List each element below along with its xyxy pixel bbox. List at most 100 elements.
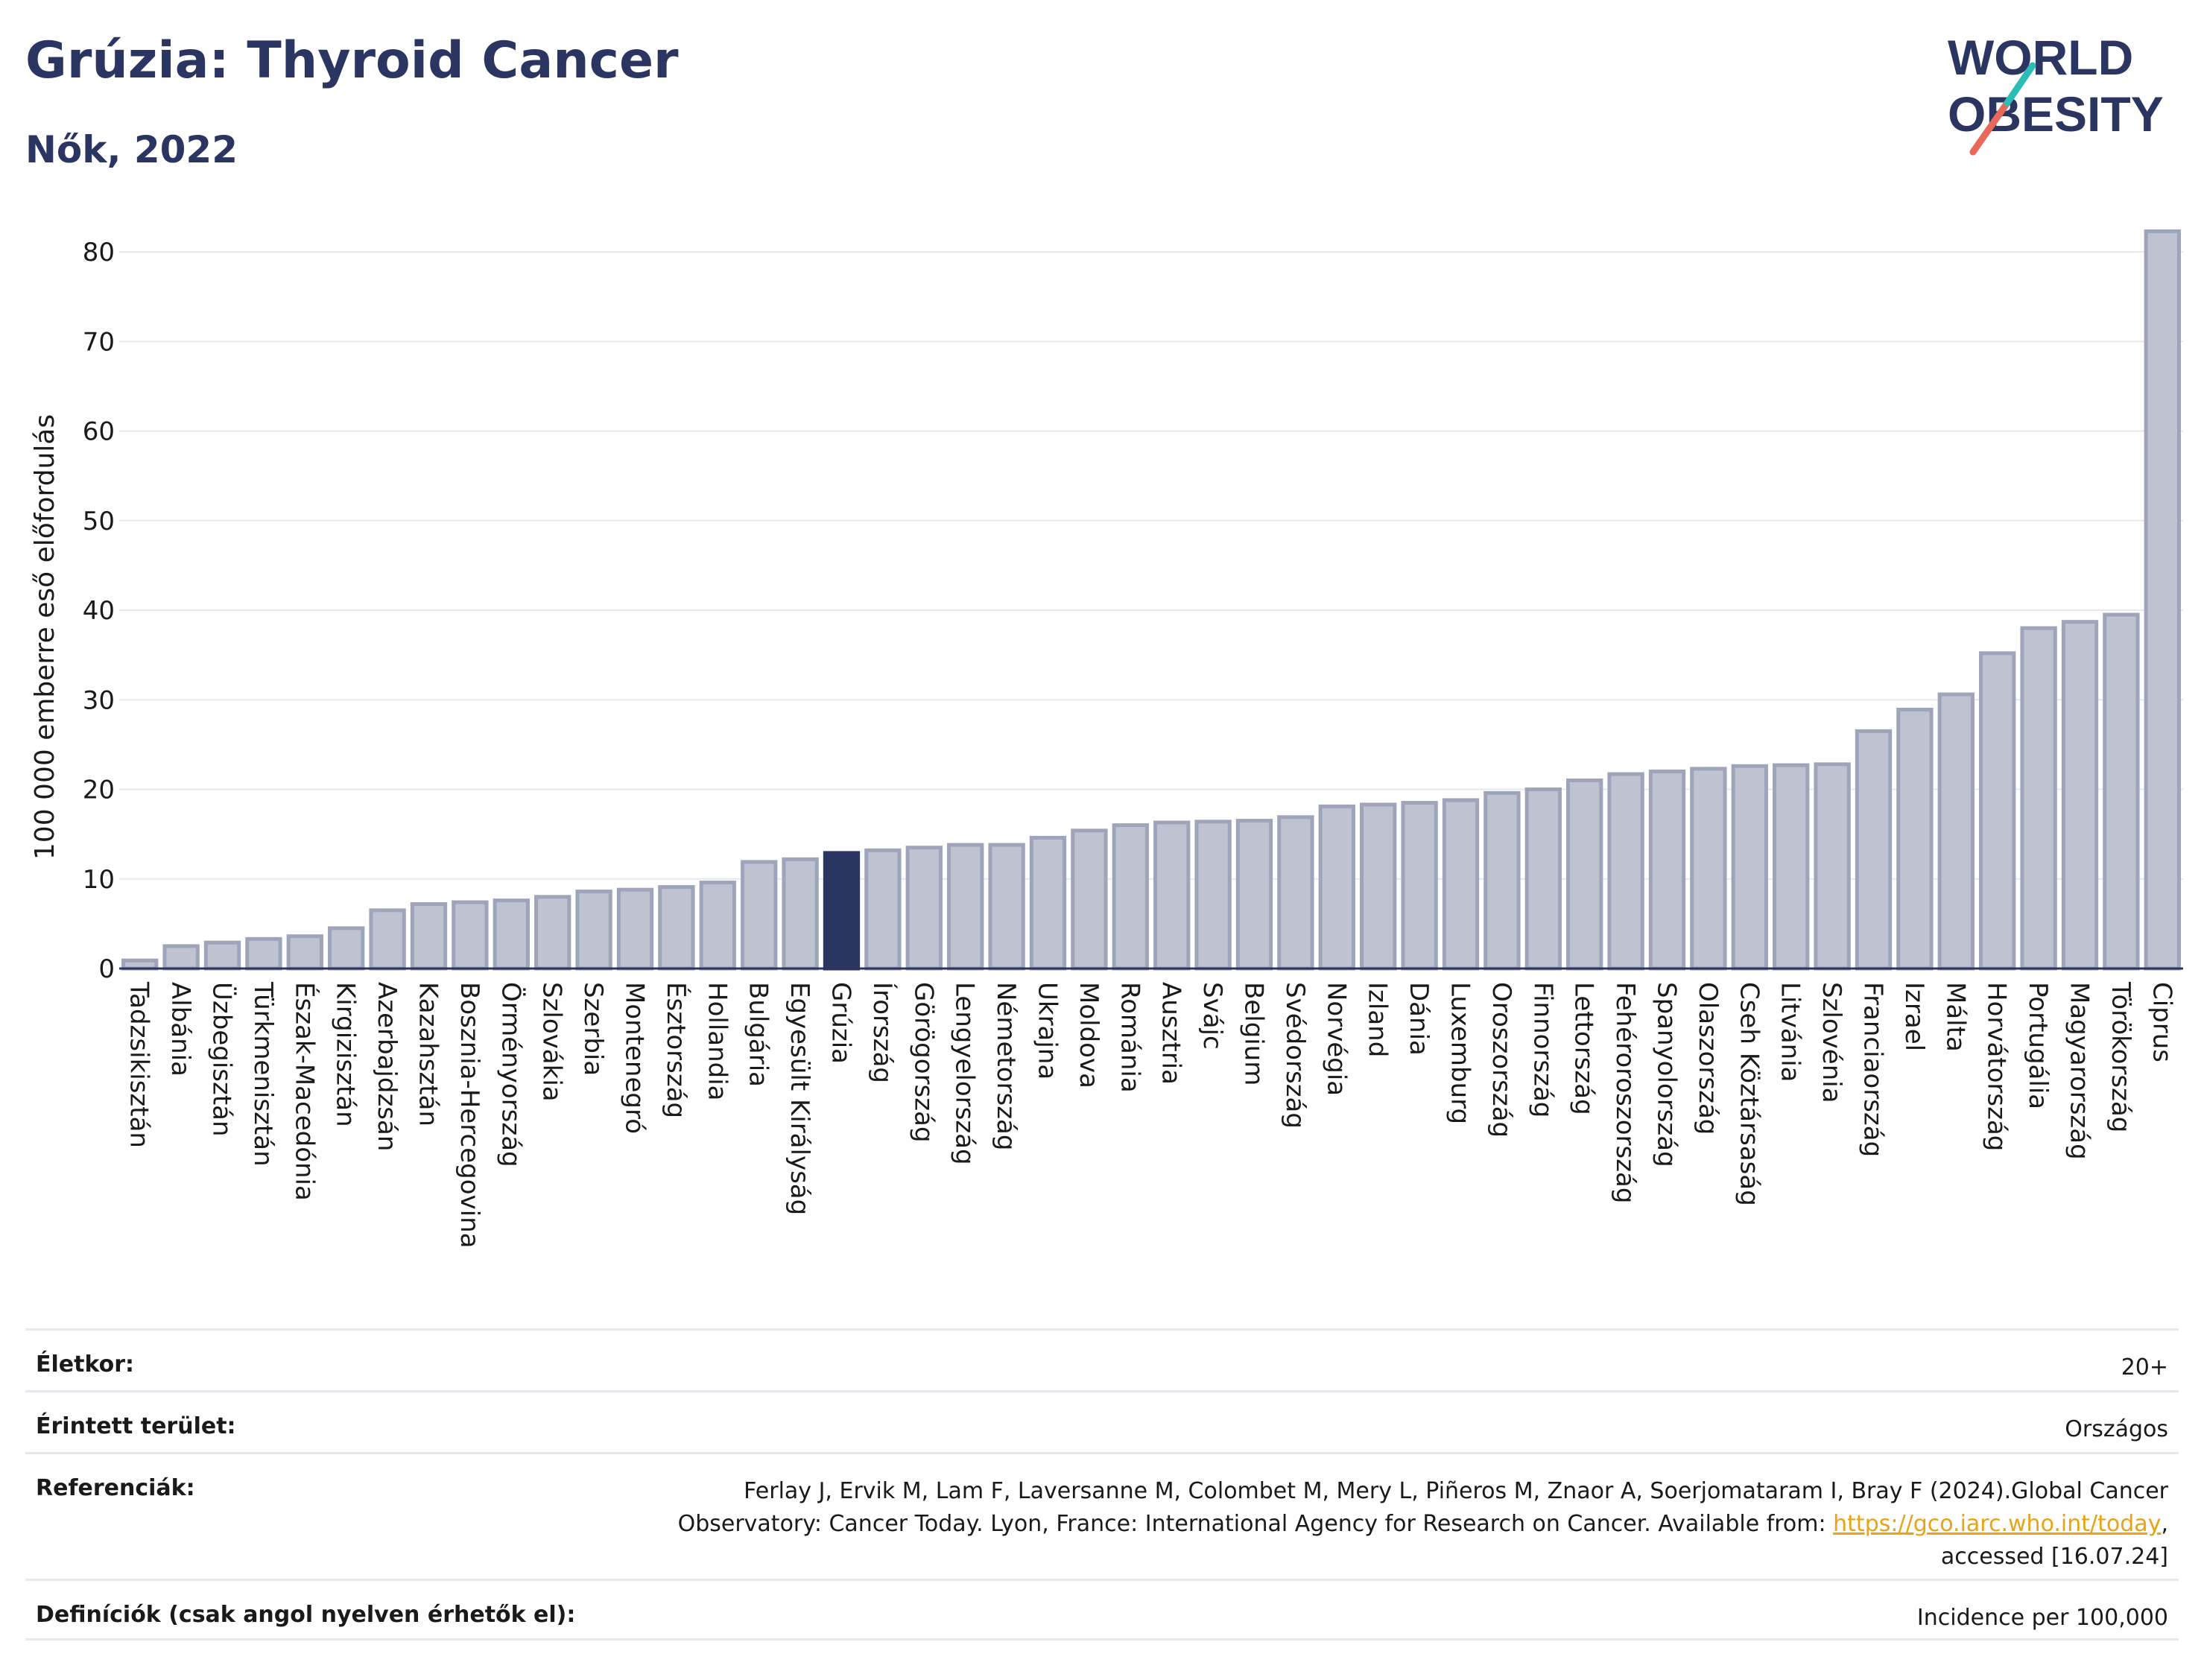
x-tick-label: Montenegró [620,982,650,1134]
bar-Németország [988,843,1025,971]
x-tick-label: Szlovákia [537,982,567,1102]
metadata-table: Életkor: 20+ Érintett terület: Országos … [25,1328,2179,1641]
bar-Hollandia [699,881,736,971]
x-tick-label: Finnország [1527,982,1557,1118]
y-axis-ticks: 0 10 20 30 40 50 60 70 80 [83,238,115,984]
x-tick-label: Moldova [1074,982,1103,1088]
bar-Magyarország [2061,620,2099,971]
bar-Észak-Macedónia [286,934,323,971]
x-tick-label: Fehéroroszország [1610,982,1640,1203]
x-tick-label: Svájc [1197,982,1227,1050]
x-tick-label: Spanyolország [1652,982,1682,1167]
x-tick-label: Bosznia-Hercegovina [455,982,484,1248]
x-tick-label: Izrael [1899,982,1929,1051]
x-tick-label: Üzbegisztán [207,982,238,1137]
meta-row-area: Érintett terület: Országos [25,1390,2179,1452]
bar-Izrael [1896,708,1934,971]
x-tick-label: Ciprus [2147,982,2176,1062]
x-tick-label: Lengyelország [950,982,980,1165]
meta-row-definitions: Definíciók (csak angol nyelven érhetők e… [25,1579,2179,1641]
definitions-label: Definíciók (csak angol nyelven érhetők e… [36,1602,576,1628]
meta-row-references: Referenciák: Ferlay J, Ervik M, Lam F, L… [25,1452,2179,1579]
logo-slash-red [1969,99,2011,156]
x-tick-label: Lettország [1569,982,1599,1115]
bar-Kazahsztán [410,901,448,971]
bar-Portugália [2020,626,2057,971]
bar-Spanyolország [1648,769,1686,971]
bar-Ausztria [1153,820,1191,971]
bars [121,229,2181,971]
bar-Türkmenisztán [245,936,282,971]
bar-Svájc [1194,820,1232,971]
x-tick-label: Szerbia [578,982,608,1076]
bar-Ciprus [2144,229,2181,971]
x-tick-label: Észtország [661,982,691,1118]
x-tick-label: Grúzia [826,982,856,1064]
bar-Belgium [1235,819,1273,971]
bar-Törökország [2103,612,2140,971]
reference-text-1: Ferlay J, Ervik M, Lam F, Laversanne M, … [744,1478,2168,1504]
bar-Ukrajna [1029,835,1067,971]
x-tick-label: Magyarország [2065,982,2094,1160]
bar-Horvátország [1979,651,2016,971]
y-tick-label: 80 [83,238,115,267]
area-value: Országos [2065,1416,2168,1442]
bar-Izland [1360,802,1397,971]
y-tick-label: 40 [83,596,115,626]
x-tick-label: Horvátország [1982,982,2012,1151]
bar-Szerbia [575,890,612,971]
bar-Dánia [1401,801,1438,971]
x-tick-label: Dánia [1404,982,1434,1056]
y-tick-label: 10 [83,865,115,895]
y-axis-title: 100 000 emberre eső előfordulás [30,414,60,860]
bar-Albánia [162,944,200,971]
bar-Örményország [493,898,530,971]
meta-row-age: Életkor: 20+ [25,1328,2179,1390]
x-tick-label: Szlovénia [1817,982,1846,1103]
x-tick-label: Hollandia [702,982,732,1101]
bar-Cseh Köztársaság [1731,764,1768,971]
reference-text-4: accessed [16.07.24] [1940,1544,2168,1570]
x-tick-label: Oroszország [1486,982,1516,1138]
x-tick-label: Türkmenisztán [248,981,278,1167]
references-label: Referenciák: [36,1475,195,1501]
bar-Románia [1112,823,1149,971]
x-tick-label: Olaszország [1693,982,1723,1135]
area-label: Érintett terület: [36,1413,236,1439]
bar-Lettország [1566,779,1603,971]
bar-Fehéroroszország [1607,772,1644,971]
references-value: Ferlay J, Ervik M, Lam F, Laversanne M, … [678,1475,2168,1573]
bar-chart: 0 10 20 30 40 50 60 70 80 Tadzsikisztán Albánia Üz… [30,229,2183,1248]
x-tick-label: Azerbajdzsán [372,982,402,1151]
bar-Franciaország [1855,729,1893,971]
x-tick-label: Görögország [908,982,938,1143]
page-subtitle: Nők, 2022 [25,128,238,171]
y-tick-label: 50 [83,507,115,536]
bar-Szlovákia [534,895,571,971]
age-label: Életkor: [36,1351,135,1378]
y-tick-label: 60 [83,417,115,447]
x-tick-label: Észak-Macedónia [289,982,320,1201]
bar-Szlovénia [1814,762,1851,971]
reference-text-3: , [2161,1511,2168,1537]
bar-Málta [1937,692,1975,971]
x-tick-label: Belgium [1239,982,1269,1085]
x-tick-label: Norvégia [1321,982,1351,1096]
logo-slash-teal [2004,62,2036,107]
x-tick-label: Kirgizisztán [331,982,361,1127]
x-tick-label: Izland [1363,982,1393,1057]
x-tick-label: Törökország [2106,981,2135,1132]
bar-Üzbegisztán [203,940,241,971]
x-axis-labels: Tadzsikisztán Albánia Üzbegisztán Türkmenis… [124,981,2177,1248]
bar-Olaszország [1690,767,1727,971]
y-tick-label: 0 [98,954,115,984]
x-tick-label: Írország [867,982,898,1083]
x-tick-label: Litvánia [1776,982,1805,1083]
bar-Azerbajdzsán [369,908,406,971]
reference-link[interactable]: https://gco.iarc.who.int/today [1833,1511,2162,1537]
x-tick-label: Németország [991,982,1021,1150]
x-tick-label: Luxemburg [1445,982,1475,1124]
bar-Svédország [1277,815,1314,971]
y-tick-label: 30 [83,685,115,715]
bar-Moldova [1071,828,1108,971]
